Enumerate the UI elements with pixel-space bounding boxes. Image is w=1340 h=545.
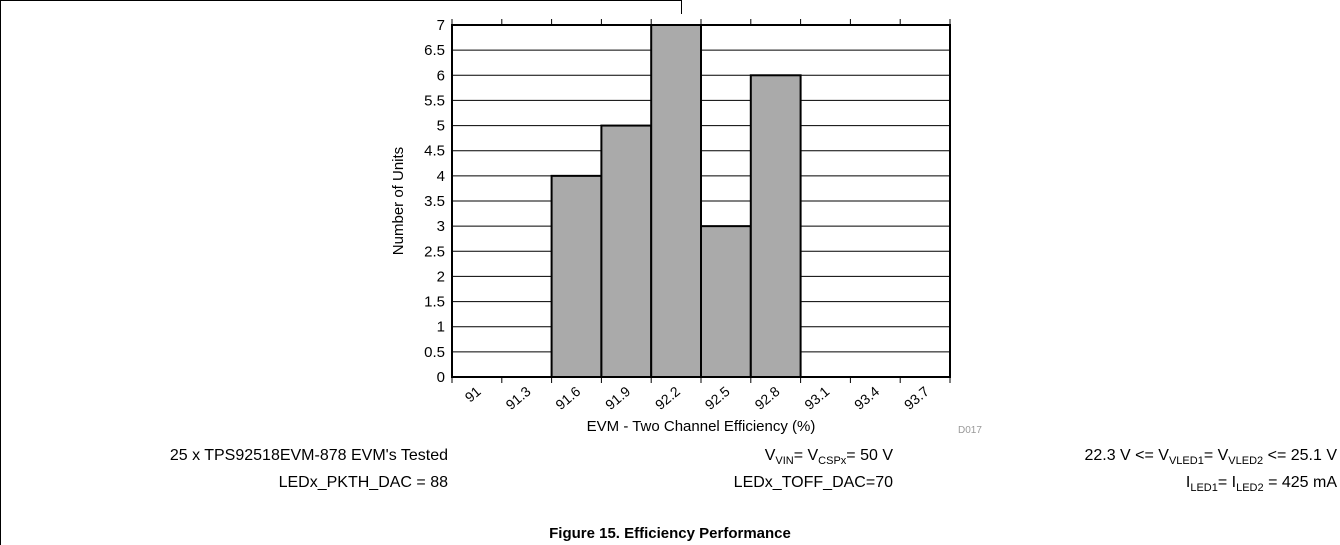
y-tick-label: 1 xyxy=(437,319,445,336)
note-pkth-dac: LEDx_PKTH_DAC = 88 xyxy=(278,474,448,491)
y-tick-label: 2 xyxy=(437,268,445,285)
x-tick-labels: 91 91.3 91.6 91.9 92.2 92.5 92.8 93.1 93.4 93.7 xyxy=(462,383,933,413)
x-tick-label: 92.5 xyxy=(702,383,733,413)
x-tick-label: 93.4 xyxy=(851,383,882,413)
x-tick-label: 91.9 xyxy=(602,383,633,413)
note-vled-range: 22.3 V <= VVLED1= VVLED2 <= 25.1 V xyxy=(1084,447,1337,467)
y-tick-label: 0.5 xyxy=(424,344,445,361)
x-tick-label: 91.6 xyxy=(552,383,583,413)
page-border-left xyxy=(0,0,1,545)
y-tick-label: 2.5 xyxy=(424,243,445,260)
note-evms-tested: 25 x TPS92518EVM-878 EVM's Tested xyxy=(169,447,448,464)
x-tick-label: 92.2 xyxy=(652,383,683,413)
y-tick-labels: 0 0.5 1 1.5 2 2.5 3 3.5 4 4.5 5 5.5 6 6.5 7 xyxy=(424,17,445,386)
axis-ticks xyxy=(451,19,951,383)
x-tick-label: 91 xyxy=(462,383,484,405)
y-tick-label: 1.5 xyxy=(424,294,445,311)
y-tick-label: 6 xyxy=(437,67,445,84)
bar-91-9 xyxy=(600,124,653,378)
page-border-top xyxy=(0,0,681,1)
x-tick-label: 93.1 xyxy=(801,383,832,413)
y-tick-label: 5 xyxy=(437,118,445,135)
bar-92-8 xyxy=(749,74,802,379)
x-tick-label: 92.8 xyxy=(751,383,782,413)
bar-92-5 xyxy=(700,225,752,378)
figure-id: D017 xyxy=(958,425,982,436)
page-border-divider xyxy=(681,0,682,14)
y-tick-label: 3 xyxy=(437,218,445,235)
figure-caption: Figure 15. Efficiency Performance xyxy=(549,525,791,542)
y-axis-label: Number of Units xyxy=(390,147,407,255)
x-tick-label: 93.7 xyxy=(901,383,932,413)
y-tick-label: 5.5 xyxy=(424,92,445,109)
y-tick-label: 4 xyxy=(437,168,445,185)
x-tick-label: 91.3 xyxy=(502,383,533,413)
y-tick-label: 0 xyxy=(437,369,445,386)
y-tick-label: 4.5 xyxy=(424,143,445,160)
bars xyxy=(550,24,802,379)
y-tick-label: 7 xyxy=(437,17,445,34)
note-iled: ILED1= ILED2 = 425 mA xyxy=(1185,474,1337,494)
x-axis-label: EVM - Two Channel Efficiency (%) xyxy=(587,418,816,435)
note-vin-vcsp: VVIN= VCSPx= 50 V xyxy=(764,447,893,467)
bar-92-2 xyxy=(650,24,703,378)
y-tick-label: 3.5 xyxy=(424,193,445,210)
y-tick-label: 6.5 xyxy=(424,42,445,59)
note-toff-dac: LEDx_TOFF_DAC=70 xyxy=(733,474,893,491)
bar-91-6 xyxy=(550,174,603,378)
